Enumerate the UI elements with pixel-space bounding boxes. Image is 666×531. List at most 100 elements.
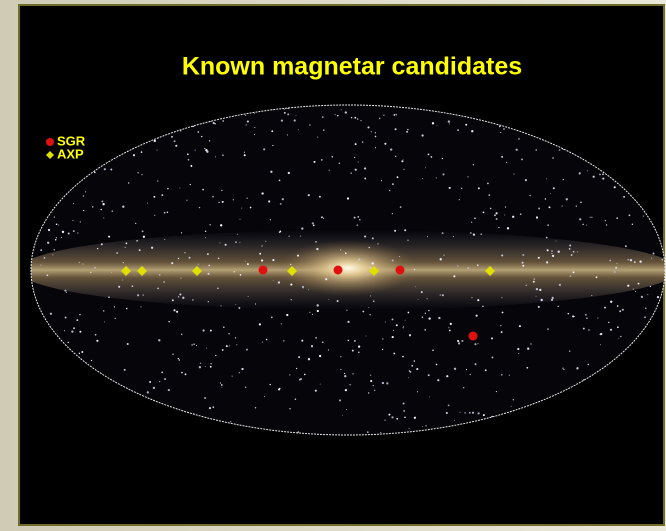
star [71, 330, 74, 333]
star [349, 384, 351, 386]
star [55, 237, 58, 239]
star [40, 249, 43, 252]
star [546, 261, 549, 264]
star [538, 207, 541, 210]
star [350, 172, 352, 174]
star [403, 410, 405, 412]
star [445, 412, 448, 414]
star [437, 379, 440, 382]
star [402, 327, 404, 329]
star [222, 154, 224, 156]
star [307, 358, 311, 361]
star [472, 164, 475, 166]
star [417, 391, 419, 393]
star [428, 309, 430, 312]
star [161, 194, 164, 197]
star [539, 288, 542, 292]
star [630, 266, 632, 267]
star [193, 412, 195, 414]
star [187, 158, 190, 161]
star [448, 123, 450, 125]
star [64, 316, 67, 319]
star [316, 247, 319, 251]
star [55, 223, 58, 226]
star [138, 249, 141, 252]
star [597, 317, 599, 319]
star [465, 123, 468, 126]
star [180, 130, 182, 132]
star [427, 374, 430, 377]
star [65, 291, 67, 293]
star [447, 404, 450, 407]
star [319, 383, 321, 385]
star [309, 124, 311, 126]
star [374, 132, 377, 134]
star [510, 405, 512, 407]
star [446, 375, 449, 378]
star [535, 295, 537, 297]
star [392, 183, 394, 185]
star [338, 399, 342, 402]
star [472, 233, 475, 236]
star [204, 230, 207, 232]
star [298, 356, 301, 359]
star [656, 296, 660, 299]
star [532, 280, 535, 283]
star [286, 134, 288, 136]
star [599, 173, 601, 176]
star [358, 258, 361, 261]
star [94, 267, 96, 269]
star [537, 305, 540, 308]
star [287, 171, 290, 175]
star [220, 384, 223, 386]
star [424, 167, 426, 169]
star [512, 399, 514, 401]
star [427, 153, 430, 156]
star [150, 246, 154, 249]
star [623, 196, 625, 198]
star [344, 388, 348, 392]
star [548, 206, 551, 209]
star [381, 381, 385, 385]
star [421, 316, 424, 318]
star [239, 242, 241, 244]
star [645, 307, 647, 309]
star [506, 161, 508, 163]
star [624, 245, 627, 248]
star [336, 300, 339, 302]
star [381, 348, 384, 351]
star [238, 307, 241, 309]
star [102, 203, 105, 206]
star [193, 343, 195, 346]
star [93, 171, 96, 174]
star [190, 165, 193, 167]
star [82, 263, 84, 265]
star [399, 206, 402, 208]
star [280, 119, 284, 122]
star [408, 427, 410, 429]
star [273, 279, 274, 281]
star [380, 180, 382, 182]
star [91, 206, 94, 208]
star [309, 311, 311, 313]
star [544, 198, 547, 200]
star [58, 224, 60, 226]
star [498, 226, 500, 229]
star [422, 426, 424, 427]
star [409, 370, 412, 373]
star [264, 395, 265, 397]
star [408, 334, 412, 337]
star [610, 300, 613, 303]
star [212, 122, 215, 125]
star [572, 315, 575, 318]
star [453, 419, 455, 421]
star [402, 402, 405, 405]
axp-marker [485, 266, 495, 276]
star [369, 314, 371, 316]
star [364, 235, 367, 238]
star [200, 362, 202, 364]
star [369, 267, 372, 269]
star [390, 148, 393, 151]
star [311, 222, 314, 225]
star [522, 253, 525, 257]
